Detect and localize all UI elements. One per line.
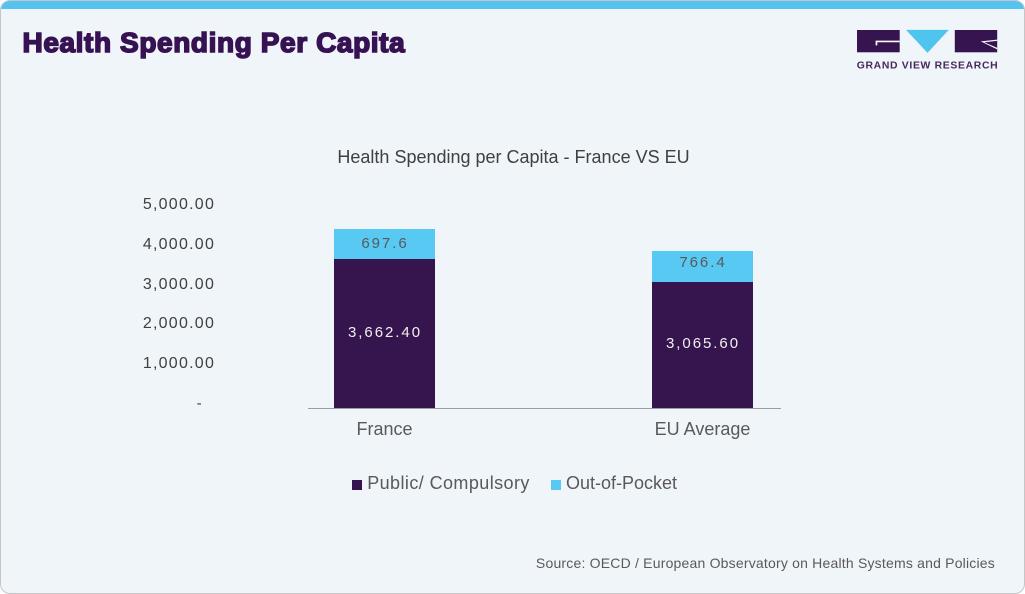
svg-text:GRAND VIEW RESEARCH: GRAND VIEW RESEARCH [857, 60, 998, 71]
